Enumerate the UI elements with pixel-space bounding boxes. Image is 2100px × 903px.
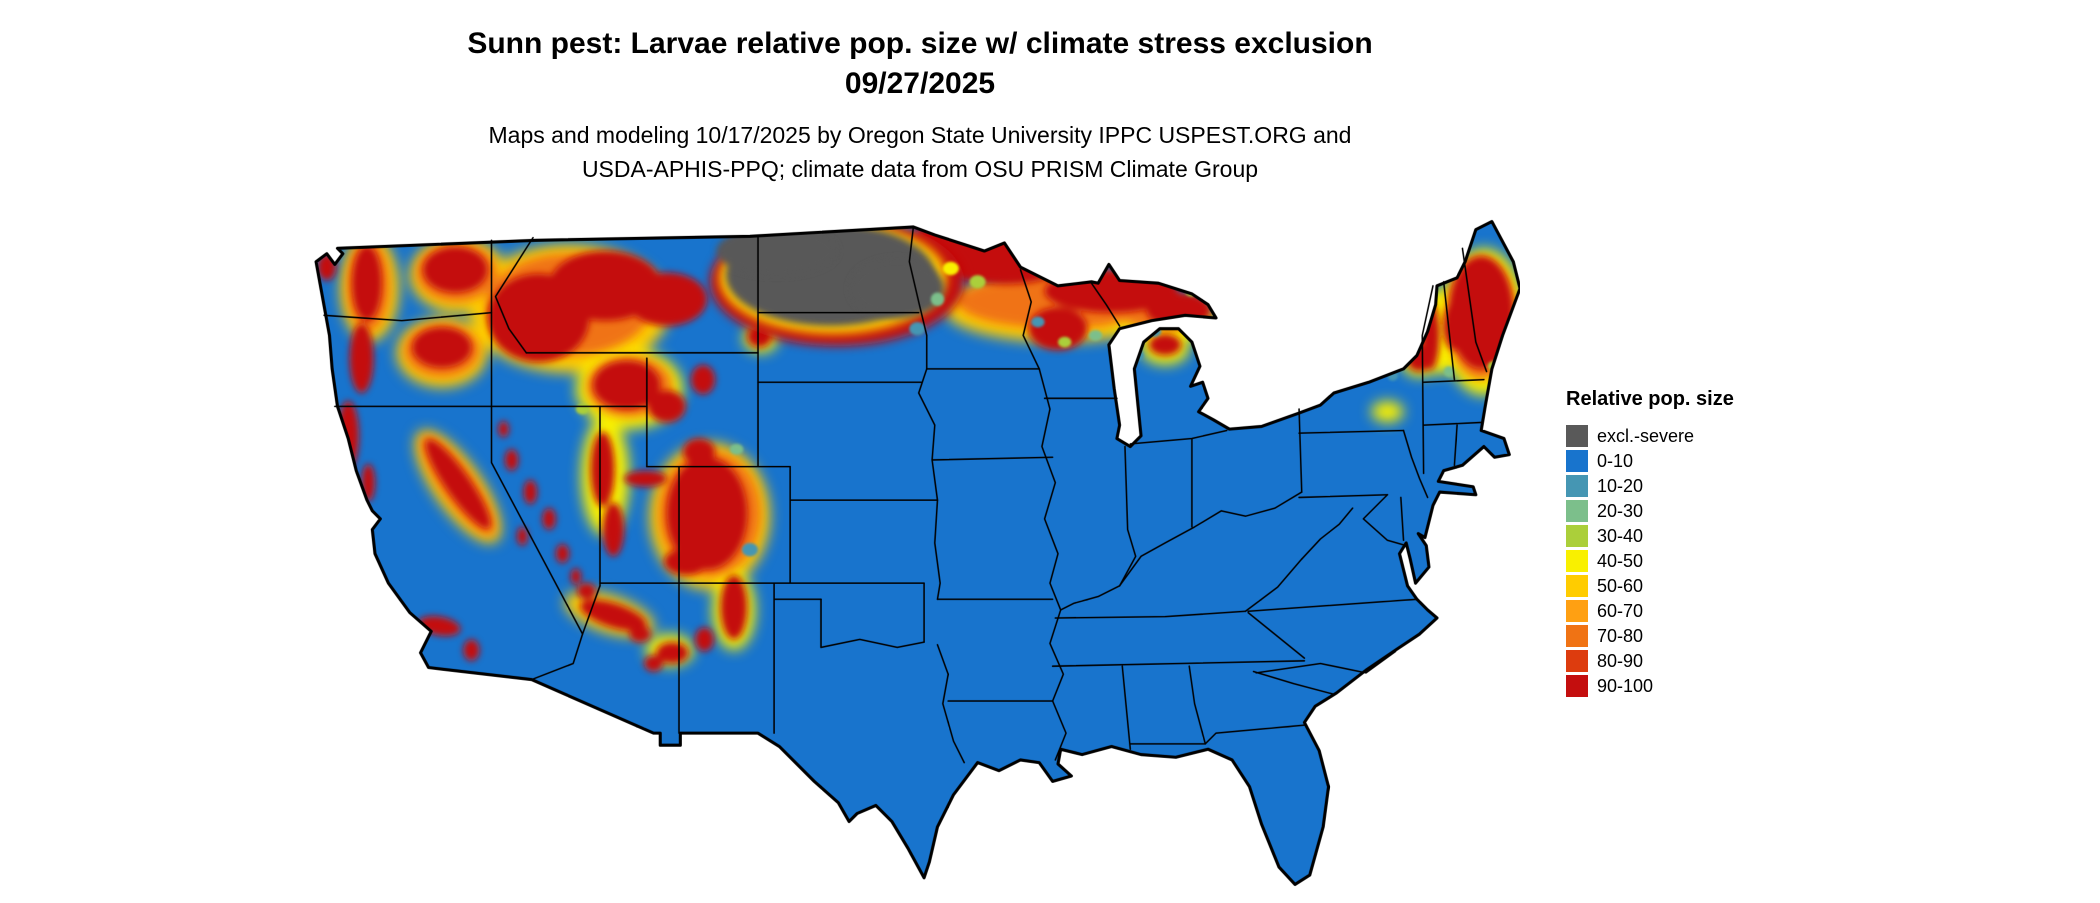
map-speck-layer bbox=[575, 261, 1502, 557]
map-title-line1: Sunn pest: Larvae relative pop. size w/ … bbox=[467, 27, 1373, 60]
legend-item: 70-80 bbox=[1566, 623, 1734, 648]
legend-item: 40-50 bbox=[1566, 548, 1734, 573]
map-subtitle-line2: USDA-APHIS-PPQ; climate data from OSU PR… bbox=[581, 156, 1259, 182]
legend-item: 90-100 bbox=[1566, 673, 1734, 698]
map-raster-layers bbox=[316, 221, 1520, 885]
legend-item-label: excl.-severe bbox=[1597, 425, 1695, 446]
legend-title: Relative pop. size bbox=[1566, 388, 1734, 410]
state-borders bbox=[323, 226, 1488, 764]
legend-swatch bbox=[1566, 574, 1588, 597]
legend-item: 10-20 bbox=[1566, 473, 1734, 498]
legend-item-label: 40-50 bbox=[1597, 550, 1644, 571]
legend-swatch bbox=[1566, 599, 1588, 622]
us-outline bbox=[314, 220, 1522, 886]
map-title: Sunn pest: Larvae relative pop. size w/ … bbox=[270, 24, 1570, 104]
map-excluded-gray-layer bbox=[709, 221, 965, 347]
legend-item-label: 80-90 bbox=[1597, 650, 1644, 671]
legend-swatch bbox=[1566, 449, 1588, 472]
legend-item-label: 70-80 bbox=[1597, 625, 1644, 646]
map-subtitle: Maps and modeling 10/17/2025 by Oregon S… bbox=[270, 118, 1570, 186]
legend: Relative pop. size excl.-severe 0-10 10-20… bbox=[1566, 388, 1734, 698]
legend-swatch bbox=[1566, 524, 1588, 547]
map-title-date: 09/27/2025 bbox=[844, 67, 996, 100]
legend-swatch bbox=[1566, 624, 1588, 647]
us-map-svg bbox=[314, 220, 1522, 886]
legend-swatch bbox=[1566, 649, 1588, 672]
legend-item: 30-40 bbox=[1566, 523, 1734, 548]
legend-item-label: 50-60 bbox=[1597, 575, 1644, 596]
legend-item: 20-30 bbox=[1566, 498, 1734, 523]
legend-swatch bbox=[1566, 424, 1588, 447]
legend-item-label: 90-100 bbox=[1597, 675, 1654, 696]
legend-item-label: 60-70 bbox=[1597, 600, 1644, 621]
legend-item-label: 10-20 bbox=[1597, 475, 1644, 496]
legend-item: 60-70 bbox=[1566, 598, 1734, 623]
legend-swatch bbox=[1566, 549, 1588, 572]
map-subtitle-line1: Maps and modeling 10/17/2025 by Oregon S… bbox=[488, 122, 1352, 148]
legend-swatch bbox=[1566, 474, 1588, 497]
legend-item: excl.-severe bbox=[1566, 423, 1734, 448]
legend-item-label: 20-30 bbox=[1597, 500, 1644, 521]
legend-item: 0-10 bbox=[1566, 448, 1734, 473]
legend-swatch bbox=[1566, 674, 1588, 697]
us-choropleth-map bbox=[308, 208, 1522, 898]
legend-item: 50-60 bbox=[1566, 573, 1734, 598]
legend-item-label: 30-40 bbox=[1597, 525, 1644, 546]
legend-items: excl.-severe 0-10 10-20 20-30 30-40 40-50 50-6… bbox=[1566, 423, 1734, 698]
legend-swatch bbox=[1566, 499, 1588, 522]
legend-item: 80-90 bbox=[1566, 648, 1734, 673]
legend-item-label: 0-10 bbox=[1597, 450, 1634, 471]
